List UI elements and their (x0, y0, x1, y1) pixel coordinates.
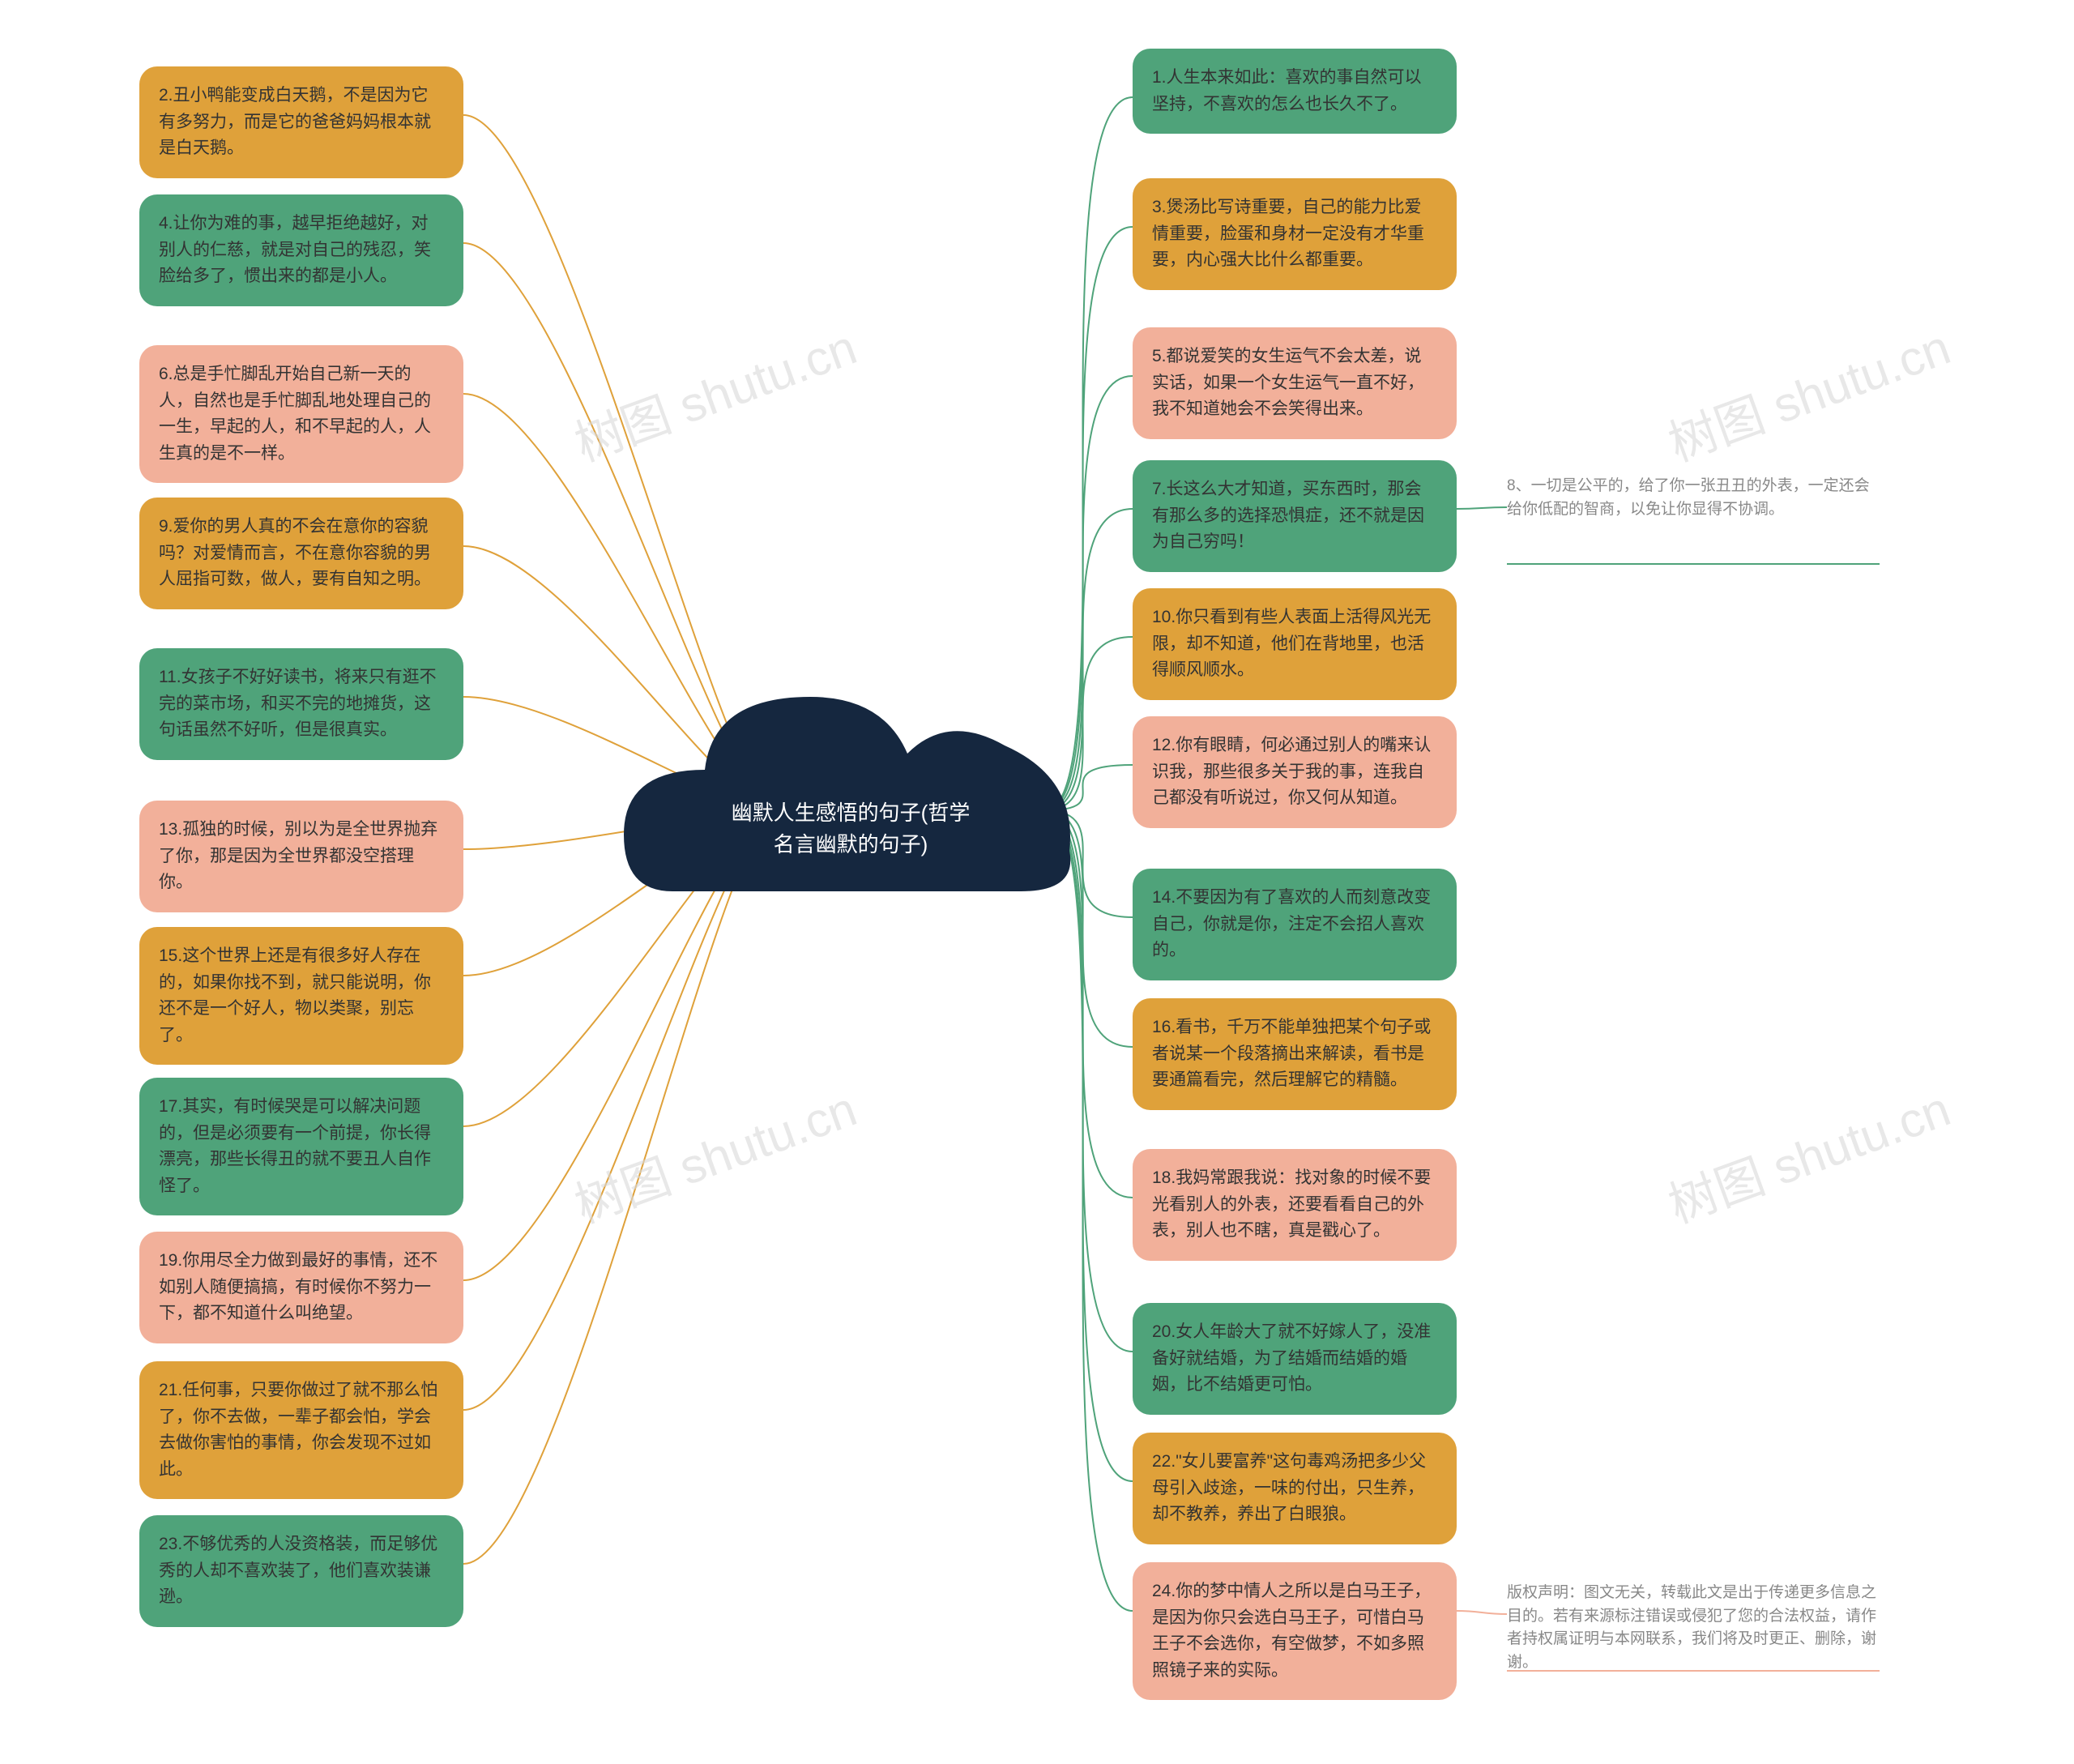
node-text: 1.人生本来如此：喜欢的事自然可以坚持，不喜欢的怎么也长久不了。 (1152, 68, 1422, 113)
node-text: 3.煲汤比写诗重要，自己的能力比爱情重要，脸蛋和身材一定没有才华重要，内心强大比… (1152, 198, 1424, 269)
mindmap-node-7[interactable]: 7.长这么大才知道，买东西时，那会有那么多的选择恐惧症，还不就是因为自己穷吗！ (1133, 460, 1457, 572)
mindmap-node-16[interactable]: 16.看书，千万不能单独把某个句子或者说某一个段落摘出来解读，看书是要通篇看完，… (1133, 998, 1457, 1110)
mindmap-node-3[interactable]: 3.煲汤比写诗重要，自己的能力比爱情重要，脸蛋和身材一定没有才华重要，内心强大比… (1133, 178, 1457, 290)
mindmap-node-10[interactable]: 10.你只看到有些人表面上活得风光无限，却不知道，他们在背地里，也活得顺风顺水。 (1133, 588, 1457, 700)
subnode-text: 版权声明：图文无关，转载此文是出于传递更多信息之目的。若有来源标注错误或侵犯了您… (1507, 1584, 1876, 1671)
node-text: 11.女孩子不好好读书，将来只有逛不完的菜市场，和买不完的地摊货，这句话虽然不好… (159, 668, 437, 739)
node-text: 23.不够优秀的人没资格装，而足够优秀的人却不喜欢装了，他们喜欢装谦逊。 (159, 1535, 437, 1606)
watermark: 树图 shutu.cn (1658, 1070, 1958, 1237)
center-title-line1: 幽默人生感悟的句子(哲学 (732, 801, 971, 825)
node-text: 2.丑小鸭能变成白天鹅，不是因为它有多努力，而是它的爸爸妈妈根本就是白天鹅。 (159, 86, 431, 157)
center-topic: 幽默人生感悟的句子(哲学 名言幽默的句子) (624, 664, 1078, 948)
mindmap-node-11[interactable]: 11.女孩子不好好读书，将来只有逛不完的菜市场，和买不完的地摊货，这句话虽然不好… (139, 648, 463, 760)
node-text: 12.你有眼睛，何必通过别人的嘴来认识我，那些很多关于我的事，连我自己都没有听说… (1152, 736, 1431, 807)
node-text: 6.总是手忙脚乱开始自己新一天的人，自然也是手忙脚乱地处理自己的一生，早起的人，… (159, 365, 431, 463)
mindmap-node-20[interactable]: 20.女人年龄大了就不好嫁人了，没准备好就结婚，为了结婚而结婚的婚姻，比不结婚更… (1133, 1303, 1457, 1415)
mindmap-node-5[interactable]: 5.都说爱笑的女生运气不会太差，说实话，如果一个女生运气一直不好，我不知道她会不… (1133, 327, 1457, 439)
mindmap-node-21[interactable]: 21.任何事，只要你做过了就不那么怕了，你不去做，一辈子都会怕，学会去做你害怕的… (139, 1361, 463, 1499)
mindmap-node-22[interactable]: 22."女儿要富养"这句毒鸡汤把多少父母引入歧途，一味的付出，只生养，却不教养，… (1133, 1433, 1457, 1544)
node-text: 20.女人年龄大了就不好嫁人了，没准备好就结婚，为了结婚而结婚的婚姻，比不结婚更… (1152, 1322, 1431, 1394)
node-text: 13.孤独的时候，别以为是全世界抛弃了你，那是因为全世界都没空搭理你。 (159, 820, 437, 891)
watermark: 树图 shutu.cn (1658, 308, 1958, 475)
mindmap-node-18[interactable]: 18.我妈常跟我说：找对象的时候不要光看别人的外表，还要看看自己的外表，别人也不… (1133, 1149, 1457, 1261)
mindmap-node-1[interactable]: 1.人生本来如此：喜欢的事自然可以坚持，不喜欢的怎么也长久不了。 (1133, 49, 1457, 134)
mindmap-node-12[interactable]: 12.你有眼睛，何必通过别人的嘴来认识我，那些很多关于我的事，连我自己都没有听说… (1133, 716, 1457, 828)
center-title-line2: 名言幽默的句子) (774, 832, 928, 856)
mindmap-node-6[interactable]: 6.总是手忙脚乱开始自己新一天的人，自然也是手忙脚乱地处理自己的一生，早起的人，… (139, 345, 463, 483)
mindmap-node-15[interactable]: 15.这个世界上还是有很多好人存在的，如果你找不到，就只能说明，你还不是一个好人… (139, 927, 463, 1065)
mindmap-node-23[interactable]: 23.不够优秀的人没资格装，而足够优秀的人却不喜欢装了，他们喜欢装谦逊。 (139, 1515, 463, 1627)
mindmap-node-13[interactable]: 13.孤独的时候，别以为是全世界抛弃了你，那是因为全世界都没空搭理你。 (139, 801, 463, 912)
mindmap-node-2[interactable]: 2.丑小鸭能变成白天鹅，不是因为它有多努力，而是它的爸爸妈妈根本就是白天鹅。 (139, 66, 463, 178)
node-text: 24.你的梦中情人之所以是白马王子，是因为你只会选白马王子，可惜白马王子不会选你… (1152, 1582, 1431, 1680)
node-text: 15.这个世界上还是有很多好人存在的，如果你找不到，就只能说明，你还不是一个好人… (159, 946, 431, 1044)
mindmap-node-4[interactable]: 4.让你为难的事，越早拒绝越好，对别人的仁慈，就是对自己的残忍，笑脸给多了，惯出… (139, 194, 463, 306)
node-text: 16.看书，千万不能单独把某个句子或者说某一个段落摘出来解读，看书是要通篇看完，… (1152, 1018, 1431, 1089)
node-text: 4.让你为难的事，越早拒绝越好，对别人的仁慈，就是对自己的残忍，笑脸给多了，惯出… (159, 214, 431, 285)
node-text: 22."女儿要富养"这句毒鸡汤把多少父母引入歧途，一味的付出，只生养，却不教养，… (1152, 1452, 1426, 1523)
node-text: 17.其实，有时候哭是可以解决问题的，但是必须要有一个前提，你长得漂亮，那些长得… (159, 1097, 431, 1195)
mindmap-subnode-7[interactable]: 8、一切是公平的，给了你一张丑丑的外表，一定还会给你低配的智商，以免让你显得不协… (1507, 475, 1880, 521)
watermark: 树图 shutu.cn (564, 308, 864, 475)
mindmap-node-14[interactable]: 14.不要因为有了喜欢的人而刻意改变自己，你就是你，注定不会招人喜欢的。 (1133, 869, 1457, 980)
mindmap-node-9[interactable]: 9.爱你的男人真的不会在意你的容貌吗？对爱情而言，不在意你容貌的男人屈指可数，做… (139, 498, 463, 609)
watermark: 树图 shutu.cn (564, 1070, 864, 1237)
mindmap-node-24[interactable]: 24.你的梦中情人之所以是白马王子，是因为你只会选白马王子，可惜白马王子不会选你… (1133, 1562, 1457, 1700)
center-title: 幽默人生感悟的句子(哲学 名言幽默的句子) (721, 797, 980, 861)
mindmap-node-17[interactable]: 17.其实，有时候哭是可以解决问题的，但是必须要有一个前提，你长得漂亮，那些长得… (139, 1078, 463, 1215)
node-text: 21.任何事，只要你做过了就不那么怕了，你不去做，一辈子都会怕，学会去做你害怕的… (159, 1381, 437, 1479)
mindmap-subnode-24[interactable]: 版权声明：图文无关，转载此文是出于传递更多信息之目的。若有来源标注错误或侵犯了您… (1507, 1582, 1880, 1674)
mindmap-canvas: 树图 shutu.cn 树图 shutu.cn 树图 shutu.cn 树图 shut… (0, 0, 2074, 1764)
node-text: 14.不要因为有了喜欢的人而刻意改变自己，你就是你，注定不会招人喜欢的。 (1152, 888, 1431, 959)
subnode-text: 8、一切是公平的，给了你一张丑丑的外表，一定还会给你低配的智商，以免让你显得不协… (1507, 477, 1870, 518)
node-text: 7.长这么大才知道，买东西时，那会有那么多的选择恐惧症，还不就是因为自己穷吗！ (1152, 480, 1424, 551)
node-text: 18.我妈常跟我说：找对象的时候不要光看别人的外表，还要看看自己的外表，别人也不… (1152, 1168, 1431, 1240)
node-text: 5.都说爱笑的女生运气不会太差，说实话，如果一个女生运气一直不好，我不知道她会不… (1152, 347, 1424, 418)
node-text: 9.爱你的男人真的不会在意你的容貌吗？对爱情而言，不在意你容貌的男人屈指可数，做… (159, 517, 431, 588)
node-text: 19.你用尽全力做到最好的事情，还不如别人随便搞搞，有时候你不努力一下，都不知道… (159, 1251, 437, 1322)
node-text: 10.你只看到有些人表面上活得风光无限，却不知道，他们在背地里，也活得顺风顺水。 (1152, 608, 1431, 679)
mindmap-node-19[interactable]: 19.你用尽全力做到最好的事情，还不如别人随便搞搞，有时候你不努力一下，都不知道… (139, 1232, 463, 1343)
